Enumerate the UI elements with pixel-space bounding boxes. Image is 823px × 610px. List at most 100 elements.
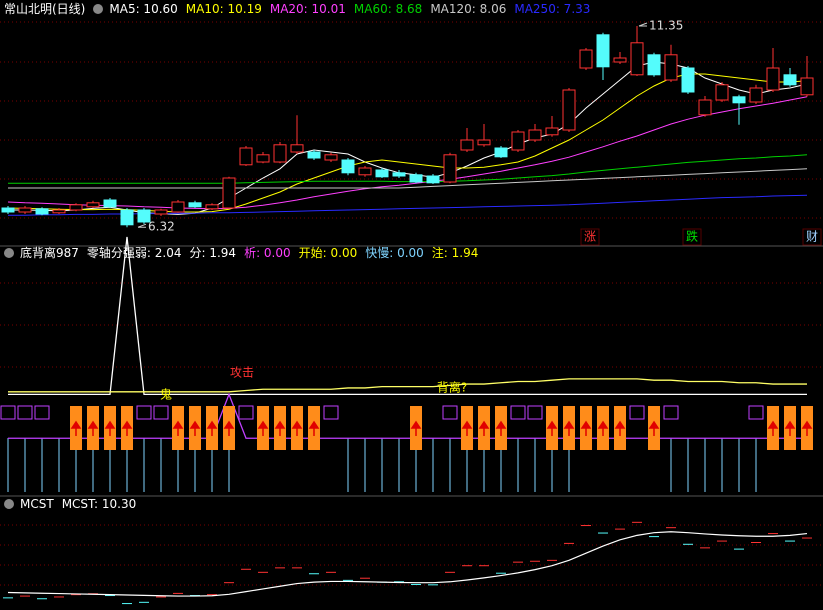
candle-body bbox=[1, 207, 15, 213]
candle-body bbox=[579, 49, 593, 69]
candle-body bbox=[18, 207, 32, 213]
signal-arrow bbox=[87, 420, 99, 436]
signal-arrow bbox=[257, 420, 269, 436]
legend-entry: MA60: 8.68 bbox=[353, 2, 423, 16]
ma-line bbox=[8, 168, 808, 189]
candle-body bbox=[596, 34, 610, 68]
signal-arrow bbox=[121, 420, 133, 436]
candle-body bbox=[290, 144, 304, 153]
signal-arrow bbox=[189, 420, 201, 436]
marker: 涨 bbox=[584, 229, 596, 244]
signal-arrow bbox=[597, 420, 609, 436]
candle-body bbox=[443, 154, 457, 183]
candle-body bbox=[783, 74, 797, 86]
indicator-line bbox=[8, 392, 807, 439]
signal-arrow bbox=[104, 420, 116, 436]
top-header: 常山北明(日线) MA5: 10.60 MA10: 10.19 MA20: 10.01… bbox=[4, 1, 598, 17]
candle-body bbox=[613, 57, 627, 63]
candle-body bbox=[120, 209, 134, 226]
marker: 跌 bbox=[686, 229, 698, 244]
signal-box bbox=[17, 405, 33, 420]
candle-body bbox=[375, 169, 389, 178]
legend-entry: MA5: 10.60 bbox=[109, 2, 178, 16]
signal-arrow bbox=[70, 420, 82, 436]
indicator-value: 零轴分强弱: 2.04 bbox=[86, 246, 182, 260]
candle-body bbox=[477, 139, 491, 146]
candle-body bbox=[392, 172, 406, 177]
annotation: 鬼 bbox=[160, 387, 172, 402]
legend-entry: MCST: 10.30 bbox=[61, 497, 137, 511]
signal-box bbox=[510, 405, 526, 420]
signal-arrow bbox=[206, 420, 218, 436]
candle-body bbox=[256, 154, 270, 163]
signal-arrow bbox=[580, 420, 592, 436]
candle-body bbox=[647, 54, 661, 76]
marker: 财 bbox=[806, 230, 818, 244]
signal-box bbox=[629, 405, 645, 420]
candle-body bbox=[341, 159, 355, 174]
signal-arrow bbox=[546, 420, 558, 436]
mcst-header: MCST MCST: 10.30 bbox=[4, 496, 144, 512]
candle-body bbox=[732, 96, 746, 104]
candle-body bbox=[188, 202, 202, 208]
indicator-value: 析: 0.00 bbox=[244, 246, 291, 260]
signal-arrow bbox=[648, 420, 660, 436]
candle-body bbox=[273, 144, 287, 163]
candle-body bbox=[154, 209, 168, 215]
chart-title: 常山北明(日线) bbox=[4, 2, 86, 16]
candle-body bbox=[681, 67, 695, 93]
low-label: 6.32 bbox=[148, 220, 175, 234]
signal-box bbox=[527, 405, 543, 420]
signal-arrow bbox=[767, 420, 779, 436]
candle-body bbox=[35, 208, 49, 215]
panel-icon[interactable] bbox=[4, 499, 14, 509]
signal-arrow bbox=[291, 420, 303, 436]
indicator-value: 分: 1.94 bbox=[189, 246, 237, 260]
mcst-line bbox=[7, 531, 808, 597]
ma-line bbox=[8, 154, 808, 184]
signal-box bbox=[442, 405, 458, 420]
signal-arrow bbox=[308, 420, 320, 436]
signal-arrow bbox=[410, 420, 422, 436]
signal-arrow bbox=[478, 420, 490, 436]
panel-icon[interactable] bbox=[93, 4, 104, 14]
candle-body bbox=[511, 131, 525, 151]
high-pointer bbox=[638, 22, 648, 27]
indicator-line bbox=[8, 236, 807, 396]
low-pointer bbox=[137, 223, 147, 228]
candle-body bbox=[562, 89, 576, 131]
legend-entry: MA120: 8.06 bbox=[430, 2, 507, 16]
annotation: 攻击 bbox=[230, 366, 254, 380]
indicator-line bbox=[8, 378, 807, 393]
candle-body bbox=[358, 167, 372, 176]
candle-body bbox=[137, 209, 151, 223]
signal-box bbox=[153, 405, 169, 420]
signal-arrow bbox=[614, 420, 626, 436]
candle-body bbox=[545, 127, 559, 136]
candle-body bbox=[307, 151, 321, 159]
ma-line bbox=[7, 96, 808, 210]
ma-line bbox=[7, 73, 808, 213]
candle-body bbox=[494, 147, 508, 158]
candle-body bbox=[324, 154, 338, 161]
candle-body bbox=[630, 42, 644, 76]
panel-icon[interactable] bbox=[4, 248, 14, 258]
candle-body bbox=[715, 84, 729, 101]
high-label: 11.35 bbox=[649, 19, 683, 33]
signal-box bbox=[663, 405, 679, 420]
candle-body bbox=[698, 99, 712, 116]
indicator-title: 底背离987 bbox=[20, 246, 79, 260]
signal-arrow bbox=[801, 420, 813, 436]
signal-arrow bbox=[223, 420, 235, 436]
candle-body bbox=[86, 202, 100, 208]
candle-body bbox=[52, 209, 66, 214]
candle-body bbox=[69, 204, 83, 211]
candle-body bbox=[426, 175, 440, 184]
marker-box bbox=[802, 228, 822, 246]
signal-box bbox=[238, 405, 254, 420]
indicator-value: 注: 1.94 bbox=[431, 246, 479, 260]
signal-arrow bbox=[274, 420, 286, 436]
mcst-title: MCST bbox=[20, 497, 54, 511]
candle-body bbox=[171, 201, 185, 213]
